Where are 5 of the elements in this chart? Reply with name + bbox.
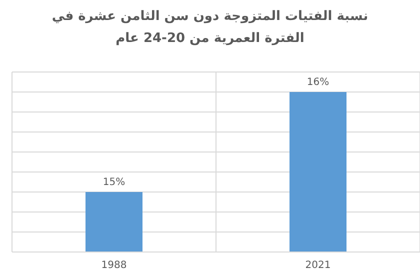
chart-title: نسبة الفتيات المتزوجة دون سن الثامن عشرة في الفترة العمرية من 20-24 عام xyxy=(50,8,370,48)
x-tick-label: 1988 xyxy=(101,260,127,271)
data-label: 15% xyxy=(102,177,126,188)
x-tick-label: 2021 xyxy=(305,260,331,271)
data-label: 16% xyxy=(306,77,330,88)
